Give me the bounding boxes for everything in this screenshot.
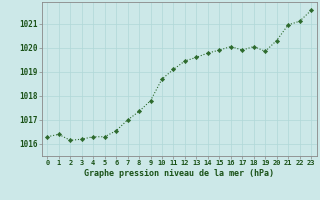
X-axis label: Graphe pression niveau de la mer (hPa): Graphe pression niveau de la mer (hPa) [84, 169, 274, 178]
